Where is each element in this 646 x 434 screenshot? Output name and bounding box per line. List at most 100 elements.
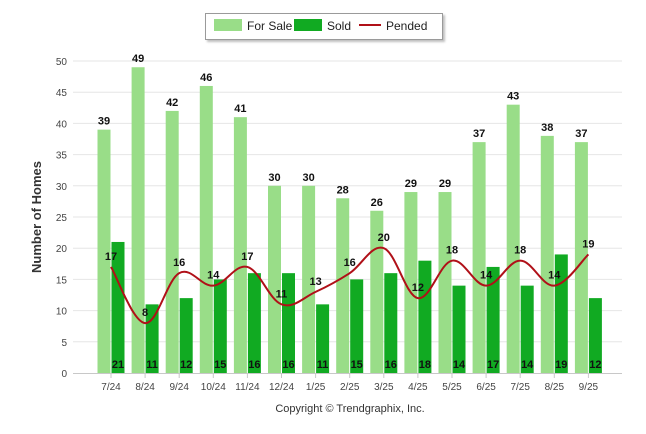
data-label-sold: 12 bbox=[589, 359, 601, 371]
data-label-sold: 16 bbox=[282, 359, 294, 371]
data-label-sold: 18 bbox=[419, 359, 431, 371]
data-label-pended: 17 bbox=[241, 251, 253, 263]
bar-sold bbox=[452, 285, 466, 373]
data-label-pended: 11 bbox=[276, 288, 288, 300]
bar-sold bbox=[350, 279, 364, 373]
bar-sold bbox=[418, 260, 432, 373]
data-label-pended: 18 bbox=[446, 245, 458, 257]
data-label-for-sale: 37 bbox=[575, 128, 587, 140]
data-labels: 39 21 49 11 42 12 46 15 41 16 30 16 30 11 28 15 26 16 29 18… bbox=[98, 53, 602, 371]
data-label-sold: 14 bbox=[521, 359, 534, 371]
x-tick-label-4-25: 4/25 bbox=[408, 382, 428, 393]
data-label-pended: 14 bbox=[207, 270, 220, 282]
bars bbox=[97, 67, 602, 374]
data-label-sold: 19 bbox=[555, 359, 567, 371]
data-label-for-sale: 28 bbox=[337, 184, 349, 196]
bar-sold bbox=[486, 266, 500, 373]
x-tick-label-11-24: 11/24 bbox=[235, 382, 260, 393]
data-label-for-sale: 29 bbox=[439, 178, 451, 190]
y-tick-label-5: 5 bbox=[61, 338, 67, 349]
bar-sold bbox=[520, 285, 534, 373]
data-label-pended: 8 bbox=[142, 307, 148, 319]
data-label-for-sale: 38 bbox=[541, 122, 553, 134]
y-tick-label-35: 35 bbox=[56, 151, 68, 162]
data-label-pended: 14 bbox=[480, 270, 493, 282]
bar-sold bbox=[179, 298, 193, 373]
data-label-pended: 20 bbox=[378, 232, 390, 244]
legend-label-sold: Sold bbox=[327, 19, 352, 33]
data-label-sold: 15 bbox=[351, 359, 363, 371]
data-label-for-sale: 46 bbox=[200, 72, 212, 84]
y-tick-label-25: 25 bbox=[56, 213, 68, 224]
data-label-pended: 16 bbox=[344, 257, 356, 269]
data-label-sold: 14 bbox=[453, 359, 466, 371]
x-tick-label-10-24: 10/24 bbox=[201, 382, 226, 393]
legend-item-for-sale[interactable]: For Sale bbox=[214, 19, 292, 33]
x-tick-label-6-25: 6/25 bbox=[476, 382, 496, 393]
bar-for-sale bbox=[199, 85, 213, 374]
data-label-for-sale: 41 bbox=[234, 103, 246, 115]
y-tick-label-15: 15 bbox=[56, 275, 68, 286]
data-label-pended: 13 bbox=[309, 276, 321, 288]
data-label-sold: 16 bbox=[385, 359, 397, 371]
bar-for-sale bbox=[97, 129, 111, 373]
data-label-for-sale: 43 bbox=[507, 91, 519, 103]
data-label-for-sale: 30 bbox=[268, 172, 280, 184]
data-label-pended: 12 bbox=[412, 282, 424, 294]
data-label-for-sale: 42 bbox=[166, 97, 178, 109]
legend-item-sold[interactable]: Sold bbox=[294, 19, 351, 33]
data-label-for-sale: 37 bbox=[473, 128, 485, 140]
bar-for-sale bbox=[233, 117, 247, 373]
bar-for-sale bbox=[472, 142, 486, 373]
x-tick-label-3-25: 3/25 bbox=[374, 382, 394, 393]
x-tick-label-12-24: 12/24 bbox=[269, 382, 294, 393]
x-tick-label-2-25: 2/25 bbox=[340, 382, 360, 393]
data-label-sold: 11 bbox=[146, 359, 158, 371]
bar-for-sale bbox=[302, 185, 316, 373]
bar-for-sale bbox=[404, 192, 418, 373]
x-tick-label-9-24: 9/24 bbox=[169, 382, 189, 393]
y-axis-title: Number of Homes bbox=[29, 161, 44, 273]
data-label-for-sale: 30 bbox=[302, 172, 314, 184]
data-label-pended: 18 bbox=[514, 245, 526, 257]
x-tick-label-5-25: 5/25 bbox=[442, 382, 462, 393]
y-tick-label-50: 50 bbox=[56, 57, 68, 68]
bar-for-sale bbox=[336, 198, 350, 373]
copyright-text: Copyright © Trendgraphix, Inc. bbox=[275, 403, 425, 415]
x-tick-label-8-25: 8/25 bbox=[545, 382, 565, 393]
bar-sold bbox=[247, 273, 261, 373]
data-label-sold: 11 bbox=[317, 359, 329, 371]
y-tick-label-30: 30 bbox=[56, 182, 68, 193]
y-tick-label-45: 45 bbox=[56, 88, 68, 99]
data-label-pended: 17 bbox=[105, 251, 117, 263]
x-tick-label-8-24: 8/24 bbox=[135, 382, 155, 393]
bar-for-sale bbox=[438, 192, 452, 373]
y-tick-label-40: 40 bbox=[56, 119, 68, 130]
bar-for-sale bbox=[131, 67, 145, 374]
bar-sold bbox=[282, 273, 295, 373]
data-label-sold: 16 bbox=[248, 359, 260, 371]
bar-for-sale bbox=[370, 210, 384, 373]
bar-sold bbox=[213, 279, 227, 373]
legend-item-pended[interactable]: Pended bbox=[359, 19, 427, 33]
data-label-for-sale: 39 bbox=[98, 116, 110, 128]
y-tick-label-0: 0 bbox=[61, 369, 67, 380]
data-label-pended: 16 bbox=[173, 257, 185, 269]
legend-swatch-for-sale bbox=[214, 19, 242, 31]
data-label-sold: 17 bbox=[487, 359, 499, 371]
bar-for-sale bbox=[540, 135, 554, 373]
x-tick-label-7-25: 7/25 bbox=[510, 382, 530, 393]
data-label-for-sale: 26 bbox=[371, 197, 383, 209]
bar-sold bbox=[384, 273, 398, 373]
x-tick-label-7-24: 7/24 bbox=[101, 382, 121, 393]
bar-sold bbox=[588, 298, 602, 373]
legend-label-pended: Pended bbox=[386, 19, 428, 33]
data-label-pended: 19 bbox=[582, 238, 594, 250]
bar-for-sale bbox=[506, 104, 520, 374]
legend: For Sale Sold Pended bbox=[205, 13, 443, 40]
axes: 0 5 10 15 20 25 30 35 40 45 50 7/24 8/24 9/24 10/24 11/… bbox=[56, 57, 622, 393]
y-tick-label-10: 10 bbox=[56, 307, 68, 318]
legend-label-for-sale: For Sale bbox=[247, 19, 293, 33]
bar-for-sale bbox=[268, 185, 281, 373]
